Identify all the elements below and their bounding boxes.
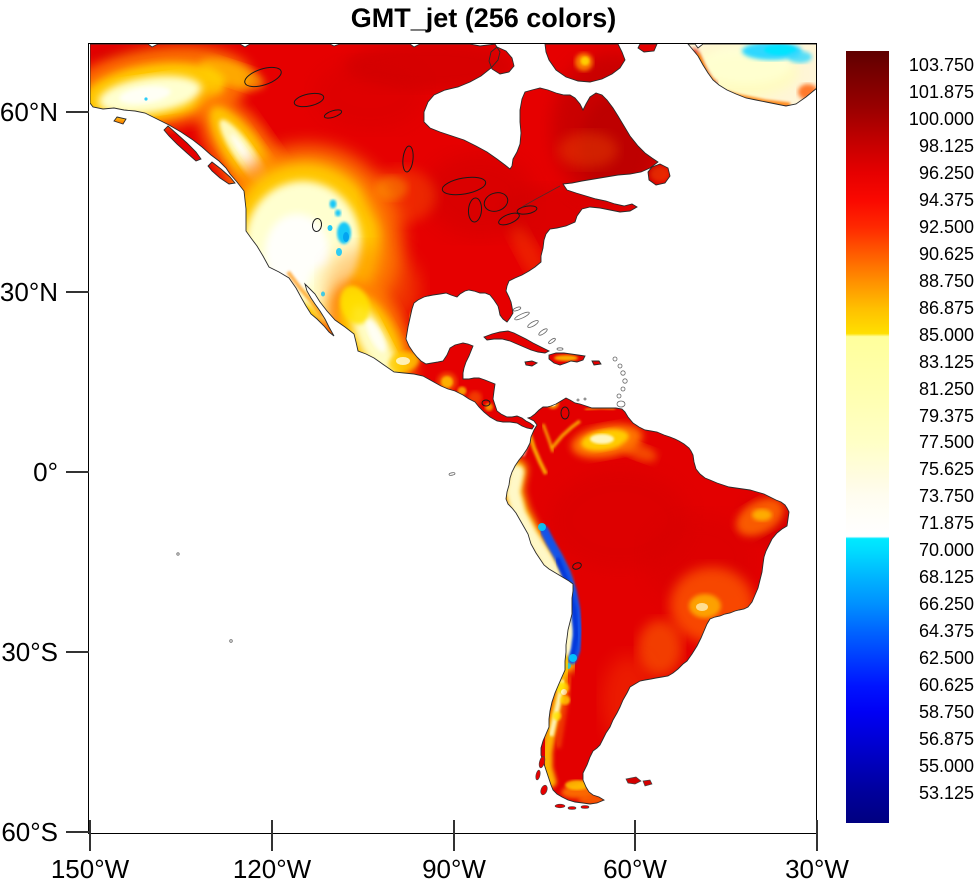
- y-tick-label: 0°: [33, 457, 58, 487]
- colorbar-label: 86.875: [918, 297, 974, 318]
- colorbar-label: 73.750: [918, 486, 974, 507]
- colorbar-label: 79.375: [918, 405, 974, 426]
- colorbar-label: 77.500: [918, 432, 974, 453]
- colorbar-label: 62.500: [918, 648, 974, 669]
- x-tick-label: 30°W: [785, 854, 849, 884]
- chart-title: GMT_jet (256 colors): [350, 3, 617, 33]
- x-tick-label: 120°W: [232, 854, 312, 884]
- colorbar-label: 100.000: [908, 108, 974, 129]
- colorbar-label: 64.375: [918, 621, 974, 642]
- colorbar-label: 81.250: [918, 378, 974, 399]
- colorbar-label: 83.125: [918, 351, 974, 372]
- colorbar-label: 75.625: [918, 459, 974, 480]
- x-tick-mark: [89, 820, 91, 851]
- tierra-del-fuego-islets: [535, 755, 590, 810]
- map-canvas: [90, 44, 817, 810]
- y-tick-mark: [66, 111, 89, 113]
- colorbar-label: 103.750: [908, 55, 974, 75]
- colorbar-label: 66.250: [918, 594, 974, 615]
- colorbar-label: 88.750: [918, 270, 974, 291]
- colorbar-label: 85.000: [918, 324, 974, 345]
- colorbar-label: 56.875: [918, 729, 974, 750]
- x-tick-mark: [634, 820, 636, 851]
- colorbar-label: 55.000: [918, 756, 974, 777]
- small-island-outlines: [176, 306, 628, 643]
- y-tick-label: 60°S: [1, 817, 58, 847]
- x-tick-label: 150°W: [50, 854, 130, 884]
- falkland-islands: [625, 776, 653, 787]
- colorbar-label: 90.625: [918, 243, 974, 264]
- x-tick-label: 90°W: [422, 854, 486, 884]
- y-tick-mark: [66, 831, 89, 833]
- x-tick-mark: [271, 820, 273, 851]
- y-tick-label: 30°N: [0, 277, 58, 307]
- y-tick-label: 60°N: [0, 97, 58, 127]
- colorbar-label: 71.875: [918, 513, 974, 534]
- x-tick-label: 60°W: [603, 854, 667, 884]
- y-tick-mark: [66, 471, 89, 473]
- st-lawrence-river: [521, 185, 561, 208]
- lakes-outlines: [244, 66, 582, 570]
- colorbar-label: 98.125: [918, 135, 974, 156]
- y-tick-label: 30°S: [1, 637, 58, 667]
- colorbar-label: 101.875: [908, 81, 974, 102]
- colorbar-label: 53.125: [918, 783, 974, 803]
- colorbar: [846, 51, 889, 823]
- y-tick-mark: [66, 291, 89, 293]
- x-tick-mark: [816, 820, 818, 851]
- x-tick-mark: [453, 820, 455, 851]
- colorbar-label: 96.250: [918, 162, 974, 183]
- plot-frame: [88, 43, 817, 834]
- colorbar-label: 94.375: [918, 189, 974, 210]
- y-tick-mark: [66, 651, 89, 653]
- colorbar-label: 70.000: [918, 540, 974, 561]
- colorbar-label: 68.125: [918, 567, 974, 588]
- colorbar-label: 92.500: [918, 216, 974, 237]
- colorbar-label: 58.750: [918, 702, 974, 723]
- colorbar-label: 60.625: [918, 675, 974, 696]
